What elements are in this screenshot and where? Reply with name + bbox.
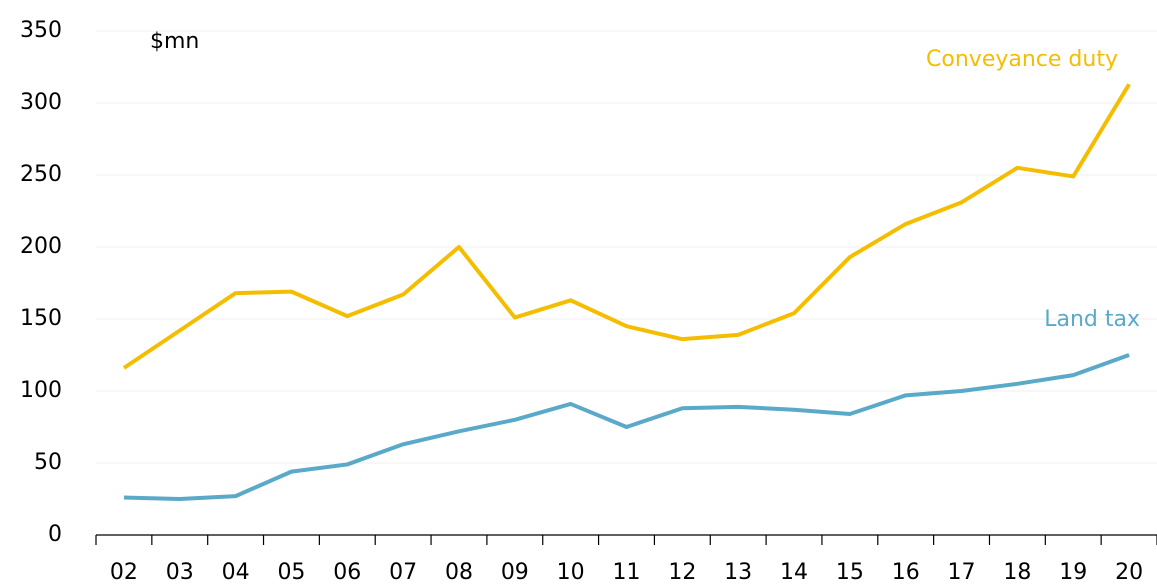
x-tick-label: 17	[948, 560, 976, 585]
x-tick-label: 08	[445, 560, 473, 585]
x-tick-label: 13	[724, 560, 752, 585]
x-tick-label: 18	[1003, 560, 1031, 585]
x-tick-label: 15	[836, 560, 864, 585]
x-tick-label: 04	[222, 560, 250, 585]
y-tick-label: 100	[20, 378, 62, 403]
y-tick-label: 250	[20, 162, 62, 187]
series-label: Conveyance duty	[926, 47, 1118, 72]
x-tick-label: 11	[613, 560, 641, 585]
x-tick-label: 19	[1059, 560, 1087, 585]
x-tick-label: 07	[389, 560, 417, 585]
x-tick-label: 16	[892, 560, 920, 585]
y-tick-label: 150	[20, 306, 62, 331]
x-tick-label: 02	[110, 560, 138, 585]
y-tick-label: 0	[48, 522, 62, 547]
x-tick-label: 03	[166, 560, 194, 585]
unit-label: $mn	[150, 29, 199, 54]
x-tick-label: 05	[277, 560, 305, 585]
series-label: Land tax	[1044, 307, 1140, 332]
x-tick-label: 09	[501, 560, 529, 585]
y-tick-label: 350	[20, 18, 62, 43]
line-series	[123, 353, 1130, 501]
x-tick-label: 06	[333, 560, 361, 585]
y-tick-label: 50	[34, 450, 62, 475]
y-tick-label: 300	[20, 90, 62, 115]
y-tick-label: 200	[20, 234, 62, 259]
x-tick-label: 10	[557, 560, 585, 585]
line-series	[122, 83, 1131, 370]
x-tick-label: 12	[668, 560, 696, 585]
x-tick-label: 14	[780, 560, 808, 585]
x-tick-label: 20	[1115, 560, 1143, 585]
